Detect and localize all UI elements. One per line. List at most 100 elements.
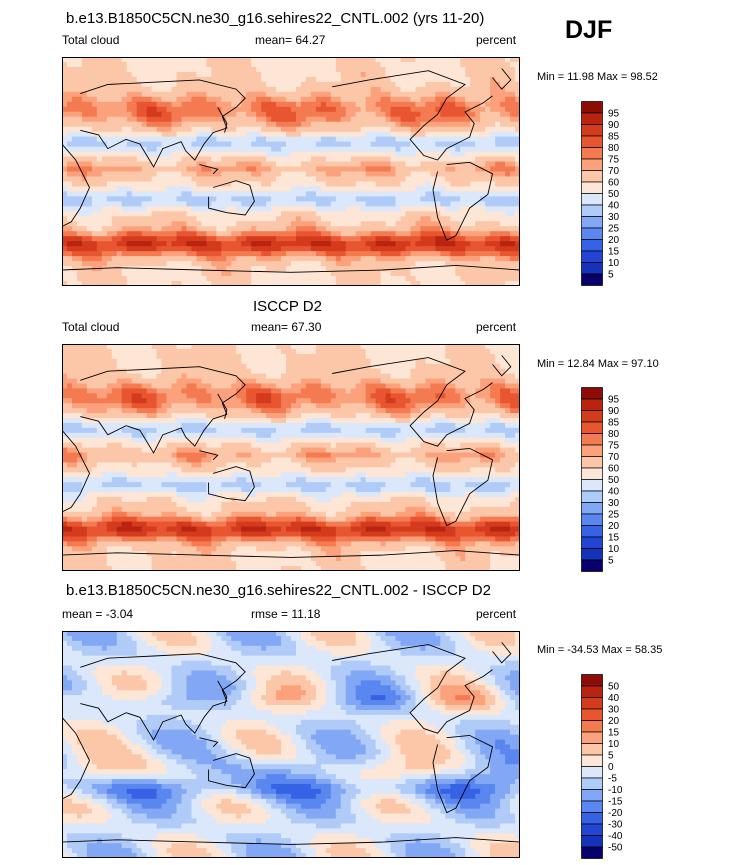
heatmap-cell: [126, 191, 133, 197]
heatmap-cell: [445, 358, 451, 365]
colorbar-tick-label: 85: [608, 132, 620, 143]
heatmap-cell: [460, 96, 466, 103]
heatmap-cell: [241, 171, 247, 177]
heatmap-cell: [505, 116, 511, 123]
colorbar-tick-label: 30: [608, 212, 620, 223]
heatmap-cell: [320, 358, 327, 365]
heatmap-cell: [186, 131, 192, 138]
heatmap-cell: [350, 161, 357, 167]
heatmap-cell: [400, 206, 406, 212]
heatmap-cell: [276, 368, 282, 374]
heatmap-cell: [261, 71, 267, 78]
heatmap-cell: [350, 261, 357, 267]
heatmap-cell: [380, 211, 386, 217]
heatmap-cell: [300, 171, 307, 177]
heatmap-cell: [196, 141, 202, 148]
heatmap-cell: [385, 66, 391, 73]
heatmap-cell: [126, 81, 133, 88]
heatmap-cell: [370, 378, 377, 384]
heatmap-cell: [276, 81, 282, 88]
heatmap-cell: [71, 271, 78, 277]
heatmap-cell: [156, 221, 162, 227]
heatmap-cell: [161, 131, 167, 138]
heatmap-cell: [111, 363, 118, 370]
heatmap-cell: [166, 66, 172, 73]
heatmap-cell: [355, 181, 362, 187]
heatmap-cell: [171, 373, 177, 379]
heatmap-cell: [420, 221, 426, 227]
heatmap-cell: [91, 368, 98, 374]
heatmap-cell: [241, 261, 247, 267]
heatmap-cell: [415, 221, 421, 227]
heatmap-cell: [151, 116, 157, 123]
heatmap-cell: [111, 378, 118, 384]
heatmap-cell: [81, 378, 88, 384]
heatmap-cell: [345, 358, 352, 365]
heatmap-cell: [500, 373, 506, 379]
heatmap-cell: [440, 281, 446, 286]
heatmap-cell: [360, 281, 367, 286]
heatmap-cell: [76, 156, 83, 162]
heatmap-cell: [226, 378, 232, 384]
heatmap-cell: [465, 121, 471, 128]
heatmap-cell: [375, 61, 382, 68]
heatmap-cell: [425, 131, 431, 138]
heatmap-cell: [345, 161, 352, 167]
heatmap-cell: [395, 61, 401, 68]
heatmap-cell: [226, 141, 232, 148]
heatmap-cell: [325, 156, 332, 162]
colorbar-swatch: [581, 227, 603, 240]
heatmap-cell: [515, 231, 520, 237]
heatmap-cell: [510, 66, 516, 73]
heatmap-cell: [485, 246, 491, 252]
heatmap-cell: [300, 251, 307, 257]
heatmap-cell: [86, 86, 93, 93]
heatmap-cell: [211, 281, 217, 286]
heatmap-cell: [136, 196, 143, 202]
heatmap-cell: [121, 76, 128, 83]
heatmap-cell: [146, 196, 153, 202]
heatmap-cell: [221, 256, 227, 262]
heatmap-cell: [320, 241, 327, 247]
heatmap-cell: [365, 231, 372, 237]
heatmap-cell: [171, 196, 177, 202]
heatmap-cell: [171, 281, 177, 286]
heatmap-cell: [385, 166, 391, 172]
heatmap-cell: [465, 146, 471, 152]
heatmap-cell: [136, 373, 143, 379]
heatmap-cell: [390, 176, 396, 182]
heatmap-cell: [435, 91, 441, 98]
heatmap-cell: [291, 161, 297, 167]
heatmap-cell: [385, 116, 391, 123]
heatmap-cell: [400, 368, 406, 374]
heatmap-cell: [460, 353, 466, 360]
heatmap-cell: [315, 66, 322, 73]
heatmap-cell: [231, 378, 237, 384]
heatmap-cell: [335, 261, 342, 267]
heatmap-cell: [425, 201, 431, 207]
heatmap-cell: [241, 191, 247, 197]
heatmap-cell: [266, 181, 272, 187]
heatmap-cell: [121, 201, 128, 207]
heatmap-cell: [81, 131, 88, 138]
heatmap-cell: [176, 266, 182, 272]
heatmap-cell: [445, 136, 451, 143]
heatmap-cell: [151, 226, 157, 232]
heatmap-cell: [465, 171, 471, 177]
heatmap-cell: [231, 281, 237, 286]
heatmap-cell: [495, 96, 501, 103]
heatmap-cell: [66, 256, 73, 262]
heatmap-cell: [291, 151, 297, 157]
heatmap-cell: [310, 378, 317, 384]
heatmap-cell: [146, 131, 153, 138]
colorbar-swatch: [581, 101, 603, 114]
heatmap-cell: [480, 96, 486, 103]
heatmap-cell: [415, 261, 421, 267]
heatmap-cell: [420, 136, 426, 143]
heatmap-cell: [475, 261, 481, 267]
heatmap-cell: [345, 211, 352, 217]
heatmap-cell: [286, 368, 292, 374]
heatmap-cell: [390, 251, 396, 257]
heatmap-cell: [216, 241, 222, 247]
heatmap-cell: [81, 86, 88, 93]
